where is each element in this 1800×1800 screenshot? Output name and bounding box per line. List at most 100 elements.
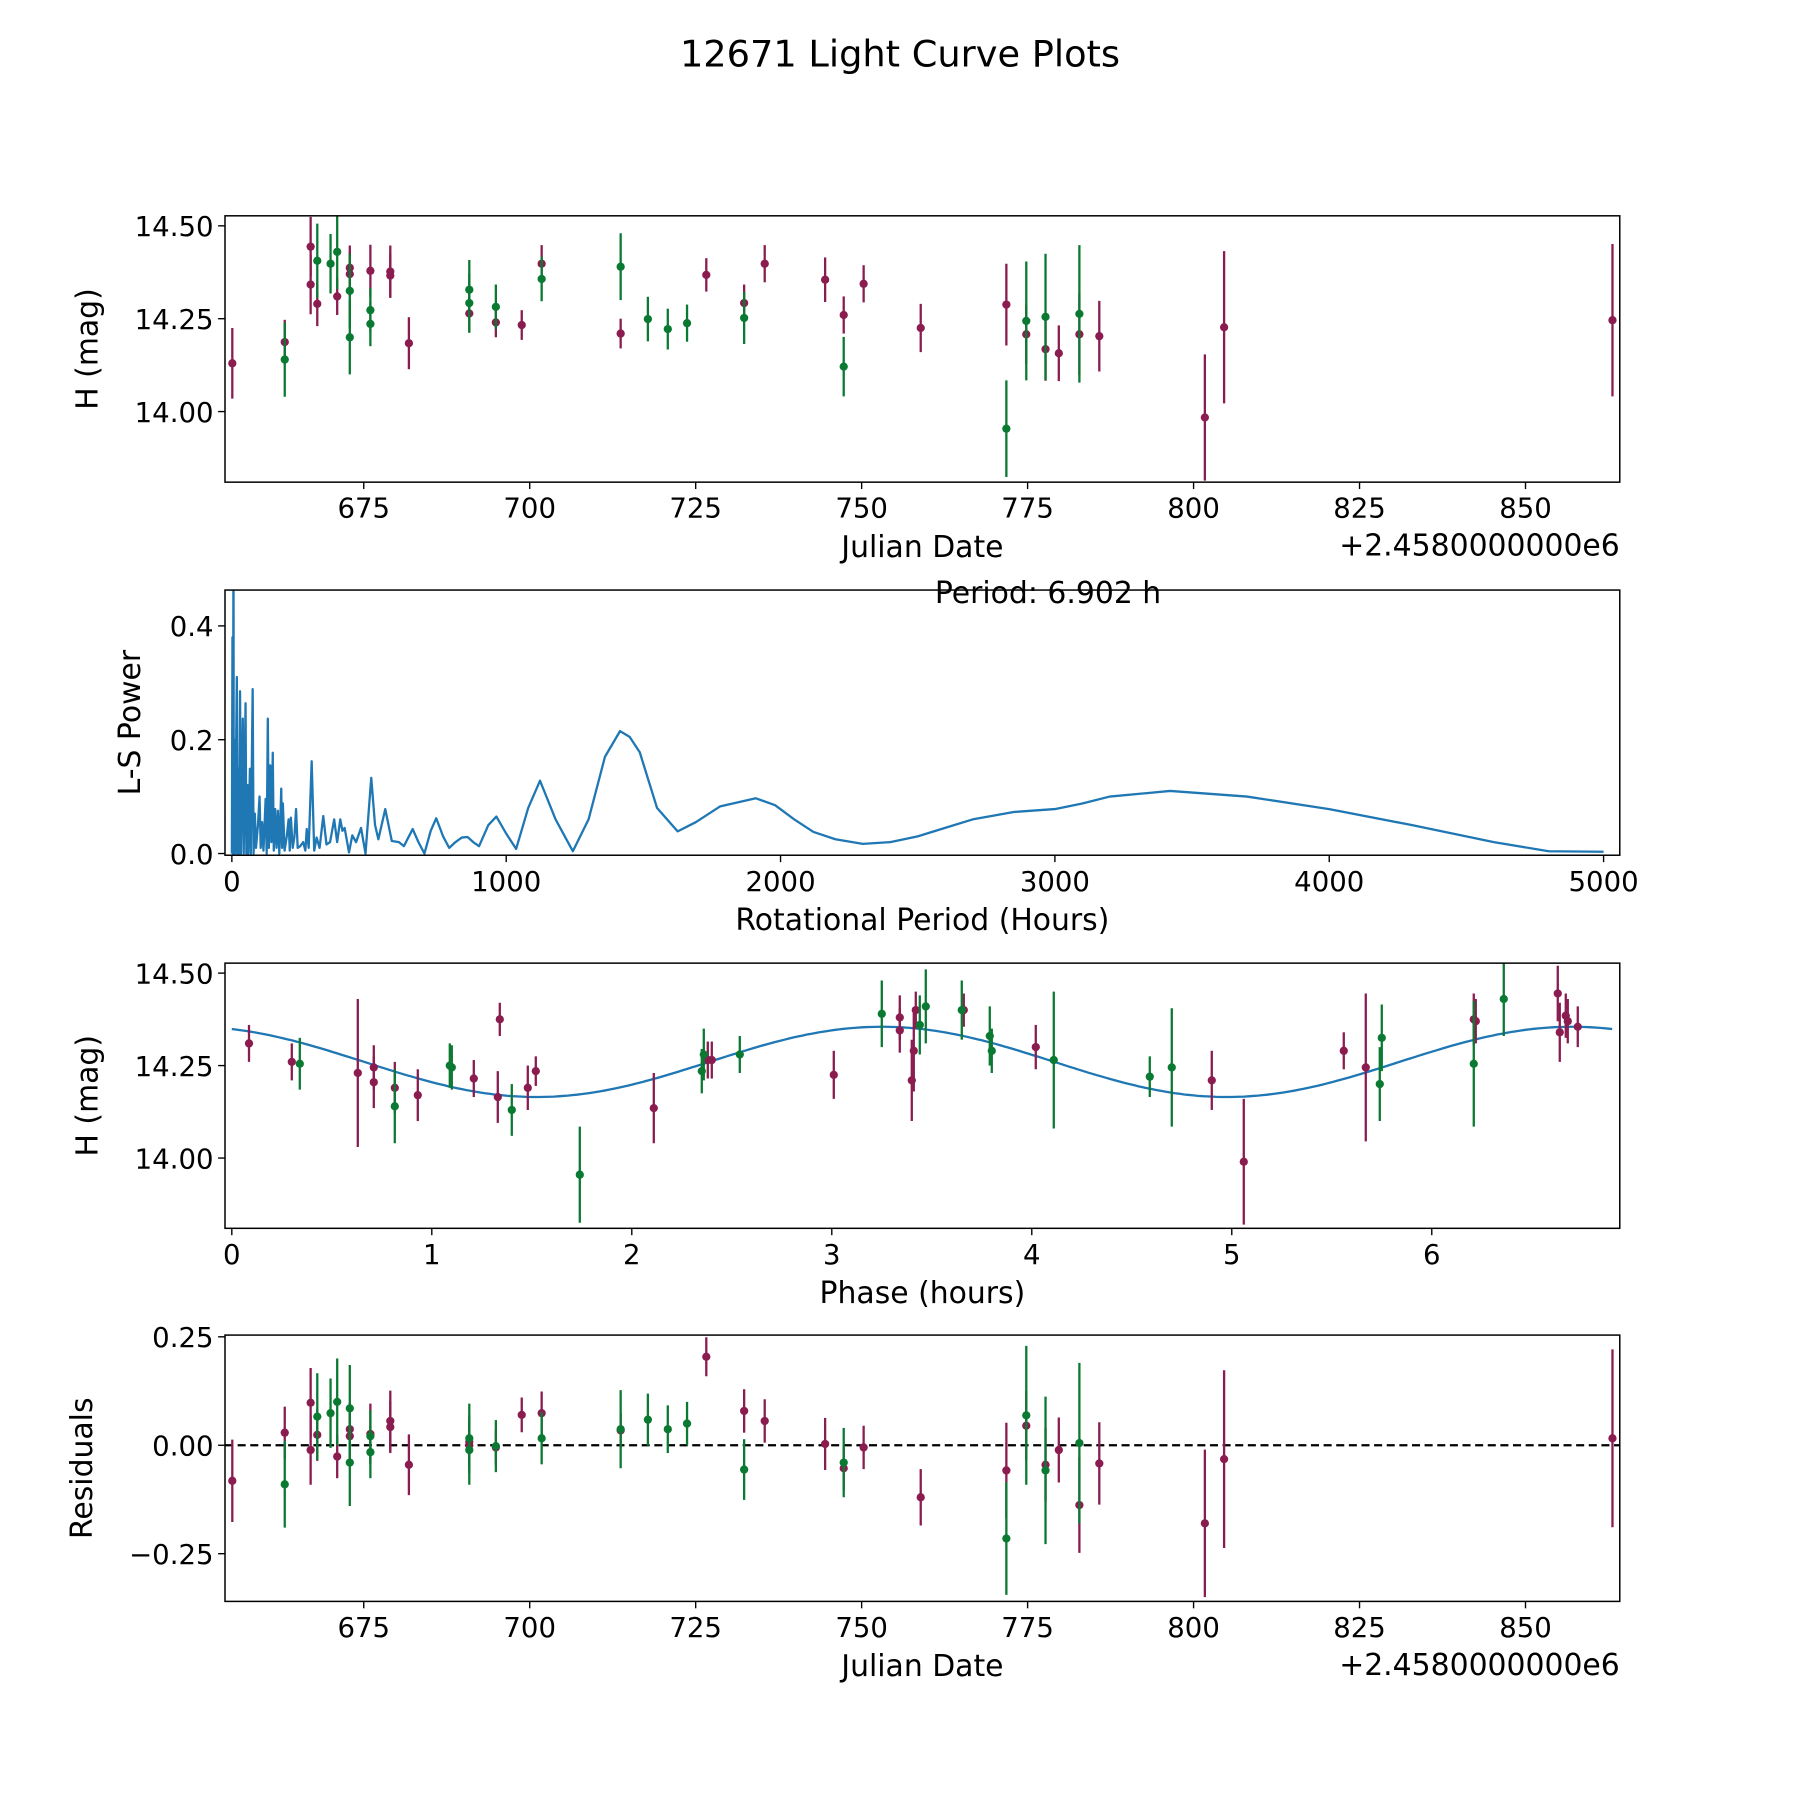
data-point [1219, 323, 1229, 332]
data-point [1075, 1438, 1084, 1448]
data-point [345, 1458, 354, 1467]
data-point [1377, 1033, 1386, 1042]
plot-area [231, 963, 1613, 1225]
data-point [465, 298, 474, 308]
data-point [1563, 1017, 1572, 1026]
data-point [517, 320, 526, 330]
data-point [326, 1409, 335, 1418]
figure-title: 12671 Light Curve Plots [680, 33, 1120, 76]
x-tick-label: 800 [1167, 493, 1220, 525]
data-point [859, 279, 868, 288]
data-point [616, 329, 625, 338]
data-point [306, 242, 315, 251]
data-point [333, 292, 342, 301]
data-point [280, 1480, 289, 1489]
data-point [575, 1170, 584, 1179]
data-point [643, 314, 653, 324]
data-point [1573, 1022, 1582, 1031]
data-point [1075, 309, 1084, 319]
data-point [702, 1352, 711, 1361]
y-tick-label: 14.25 [135, 304, 214, 336]
data-point [916, 1493, 925, 1502]
data-point [493, 1092, 502, 1102]
data-point [702, 270, 711, 280]
data-point [663, 1425, 672, 1434]
x-tick-label: 3 [823, 1239, 841, 1271]
data-point [1375, 1079, 1384, 1089]
y-axis-label: H (mag) [71, 1035, 106, 1156]
data-point [1049, 1055, 1058, 1065]
data-point [740, 313, 749, 323]
x-tick-label: 675 [337, 493, 390, 525]
data-point [1608, 316, 1617, 325]
x-tick-label: 4 [1023, 1239, 1041, 1271]
data-point [740, 1465, 749, 1474]
data-point [465, 1445, 474, 1455]
data-point [1200, 413, 1209, 422]
y-tick-label: 0.0 [170, 839, 214, 871]
x-tick-label: 825 [1333, 493, 1386, 525]
data-point [390, 1102, 399, 1111]
x-offset-text: +2.4580000000e6 [1339, 529, 1620, 564]
series-0 [228, 216, 1617, 481]
x-tick-label: 3000 [1020, 866, 1090, 898]
data-point [228, 1476, 237, 1485]
data-point [1145, 1072, 1154, 1081]
data-point [829, 1070, 838, 1079]
data-point [839, 362, 848, 371]
x-tick-label: 0 [223, 866, 241, 898]
data-point [682, 319, 692, 328]
axes-frame [224, 589, 1621, 856]
data-point [345, 286, 354, 295]
x-tick-label: 1000 [471, 866, 541, 898]
data-point [333, 1452, 342, 1461]
x-tick-label: 2000 [745, 866, 815, 898]
x-tick-label: 850 [1499, 493, 1552, 525]
data-point [1239, 1157, 1248, 1166]
plot-area [228, 215, 1617, 481]
x-tick-label: 750 [835, 493, 888, 525]
y-tick-label: 14.00 [135, 397, 214, 429]
x-axis-label: Julian Date [839, 530, 1003, 565]
panel-residuals: 675 700 725 750 775 800 825 850 −0.25 0.00 0.25 Jul… [65, 1322, 1621, 1684]
data-point [1095, 1459, 1104, 1468]
data-point [957, 1005, 966, 1015]
data-point [447, 1063, 456, 1072]
data-point [735, 1050, 744, 1059]
x-tick-label: 825 [1333, 1612, 1386, 1644]
data-point [839, 1458, 848, 1467]
series-1 [295, 963, 1508, 1223]
x-axis-label: Julian Date [839, 1649, 1003, 1684]
data-point [404, 1460, 414, 1469]
plot-area [230, 590, 1604, 855]
y-tick-label: −0.25 [129, 1539, 213, 1571]
data-point [987, 1046, 996, 1055]
data-point [1207, 1076, 1216, 1085]
data-point [820, 1439, 830, 1449]
axes-frame [224, 215, 1621, 483]
data-point [1002, 424, 1011, 433]
data-point [643, 1415, 653, 1424]
data-point [386, 1422, 395, 1432]
x-tick-label: 6 [1423, 1239, 1441, 1271]
data-point [895, 1026, 904, 1035]
series-0 [244, 965, 1582, 1225]
data-point [353, 1068, 362, 1078]
data-point [345, 333, 354, 342]
data-point [326, 259, 335, 268]
data-point [1002, 1466, 1011, 1475]
data-point [1361, 1063, 1370, 1072]
data-point [537, 274, 546, 284]
x-tick-label: 5 [1223, 1239, 1241, 1271]
panel-periodogram: 0 1000 2000 3000 4000 5000 0.0 0.2 0.4 Rotational… [113, 576, 1639, 938]
data-point [1469, 1059, 1478, 1068]
data-point [1002, 1534, 1011, 1543]
y-tick-label: 0.4 [170, 611, 214, 643]
data-point [366, 1448, 375, 1457]
x-tick-label: 5000 [1569, 866, 1639, 898]
data-point [1031, 1042, 1040, 1052]
x-tick-label: 725 [669, 493, 722, 525]
data-point [616, 1425, 625, 1434]
x-tick-label: 675 [337, 1612, 390, 1644]
